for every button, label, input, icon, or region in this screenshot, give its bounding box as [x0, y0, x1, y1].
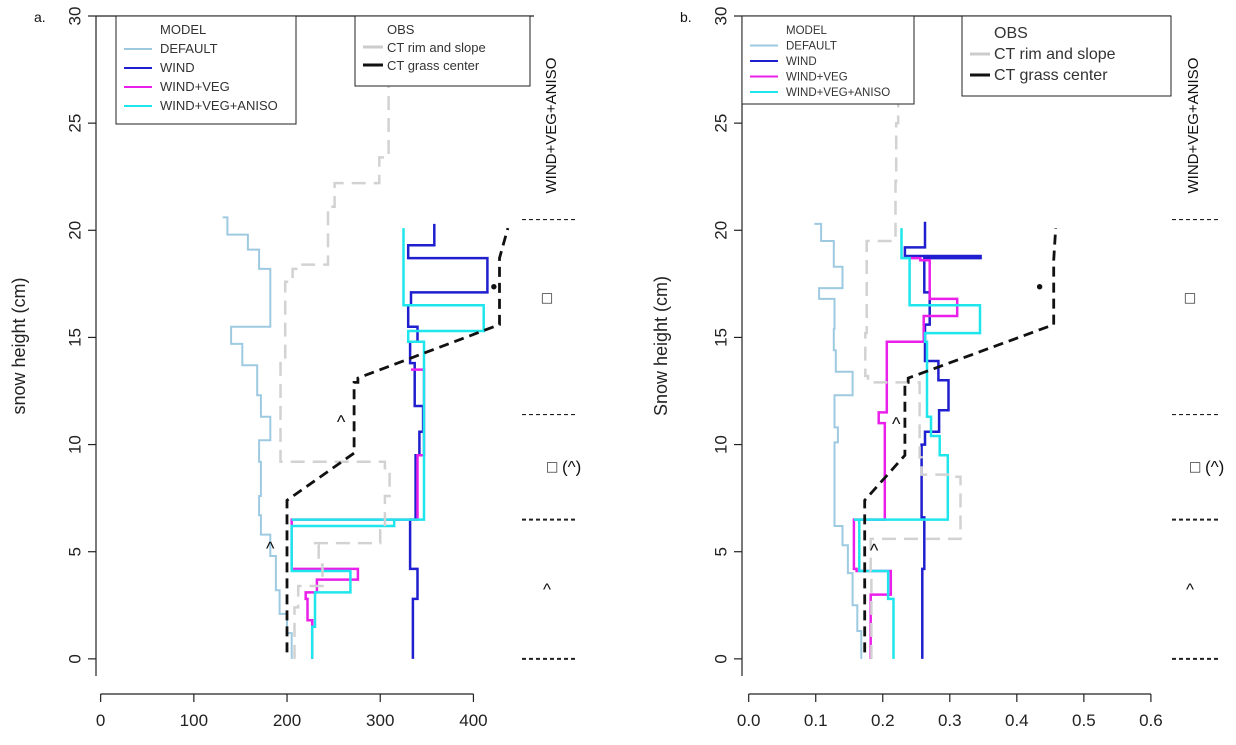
y-tick-label: 0: [65, 654, 84, 663]
series-line-ct-rim-and-slope: [864, 73, 962, 659]
zone-annotations: WIND+VEG+ANISO □ □ (^) ^: [1172, 58, 1224, 660]
series-line-wind: [903, 221, 982, 659]
plot-annotation: •: [490, 276, 497, 298]
legend-model-label: WIND+VEG: [786, 72, 848, 84]
legend-model-label: DEFAULT: [786, 41, 837, 53]
legend-model-title: MODEL: [160, 22, 206, 37]
y-tick-label: 30: [65, 7, 84, 26]
y-tick-label: 25: [65, 114, 84, 133]
series-line-ct-rim-and-slope: [279, 69, 391, 659]
y-tick-label: 25: [711, 114, 730, 133]
zone-label: WIND+VEG+ANISO: [543, 58, 560, 194]
series-line-default: [814, 222, 863, 659]
series-line-wind: [406, 223, 489, 659]
legend-model: MODEL DEFAULT WIND WIND+VEG WIND+VEG+ANISO: [115, 15, 297, 125]
y-tick-label: 10: [65, 435, 84, 454]
legend-model-label: WIND: [160, 60, 195, 75]
y-tick-label: 15: [65, 328, 84, 347]
panel-b: b. 0 5 10 15 20 25 30 Snow height (cm) 0.0 0.1 0.2 0…: [651, 7, 1225, 730]
series-line-wind-veg-aniso: [290, 228, 485, 659]
plot-annotation: ^: [337, 412, 346, 432]
legend-model-label: WIND+VEG: [160, 79, 230, 94]
plot-frame: [741, 15, 1171, 676]
zone-label: □ (^): [1190, 458, 1224, 477]
legend-model: MODEL DEFAULT WIND WIND+VEG WIND+VEG+ANISO: [741, 15, 915, 105]
legend-obs-title: OBS: [387, 22, 415, 37]
plot-annotation: ^: [266, 538, 275, 558]
plot-annotation: •: [1036, 276, 1043, 298]
plot-annotation: ^: [870, 540, 879, 560]
legend-model-label: DEFAULT: [160, 41, 218, 56]
series-line-ct-grass-center: [863, 228, 1058, 653]
zone-label: □ (^): [547, 458, 581, 477]
legend-obs-box: [354, 15, 531, 87]
series-line-wind-veg: [290, 368, 426, 659]
legend-obs-label: CT rim and slope: [994, 46, 1116, 63]
zone-annotations: WIND+VEG+ANISO □ □ (^) ^: [522, 58, 581, 660]
x-tick-label: 400: [459, 711, 487, 730]
legend-obs: OBS CT rim and slope CT grass center: [354, 15, 531, 87]
series-line-ct-grass-center: [285, 227, 510, 653]
zone-label: ^: [1186, 580, 1194, 599]
x-tick-label: 0: [96, 711, 105, 730]
legend-model-title: MODEL: [786, 25, 828, 37]
x-tick-label: 100: [180, 711, 208, 730]
legend-obs: OBS CT rim and slope CT grass center: [961, 15, 1172, 97]
zone-label: □: [1185, 288, 1195, 307]
series-group: [814, 73, 1058, 659]
x-tick-label: 0.0: [737, 711, 761, 730]
y-axis-label: Snow height (cm): [651, 276, 671, 416]
x-tick-label: 0.4: [1005, 711, 1029, 730]
y-tick-label: 20: [711, 221, 730, 240]
series-line-default: [222, 216, 293, 659]
x-tick-label: 0.3: [938, 711, 962, 730]
series-line-wind-veg: [852, 256, 959, 659]
zone-label: ^: [543, 580, 551, 599]
x-tick-label: 0.1: [804, 711, 828, 730]
y-tick-label: 10: [711, 435, 730, 454]
zone-label: □: [542, 288, 552, 307]
x-tick-label: 0.6: [1139, 711, 1163, 730]
y-tick-label: 5: [711, 547, 730, 556]
y-tick-label: 15: [711, 328, 730, 347]
legend-model-label: WIND+VEG+ANISO: [160, 98, 278, 113]
x-tick-label: 300: [366, 711, 394, 730]
legend-model-label: WIND+VEG+ANISO: [786, 87, 890, 99]
x-tick-label: 0.2: [871, 711, 895, 730]
panel-label: a.: [34, 9, 46, 25]
panel-label: b.: [680, 9, 692, 25]
y-tick-label: 0: [711, 654, 730, 663]
legend-obs-title: OBS: [994, 25, 1028, 42]
y-tick-label: 5: [65, 547, 84, 556]
legend-model-label: WIND: [786, 56, 817, 68]
legend-obs-label: CT grass center: [994, 67, 1108, 84]
series-line-wind-veg-aniso: [853, 228, 982, 659]
x-tick-label: 0.5: [1072, 711, 1096, 730]
series-group: [222, 69, 510, 659]
legend-obs-label: CT rim and slope: [387, 40, 486, 55]
y-tick-label: 30: [711, 7, 730, 26]
y-tick-label: 20: [65, 221, 84, 240]
plot-annotation: ^: [892, 414, 901, 434]
x-tick-label: 200: [273, 711, 301, 730]
zone-label: WIND+VEG+ANISO: [1185, 58, 1202, 194]
panel-a: a. 0 5 10 15 20 25 30 snow height (cm) 0 100 200 300…: [9, 7, 582, 730]
legend-obs-box: [961, 15, 1172, 97]
legend-obs-label: CT grass center: [387, 58, 480, 73]
y-axis-label: snow height (cm): [9, 277, 29, 414]
